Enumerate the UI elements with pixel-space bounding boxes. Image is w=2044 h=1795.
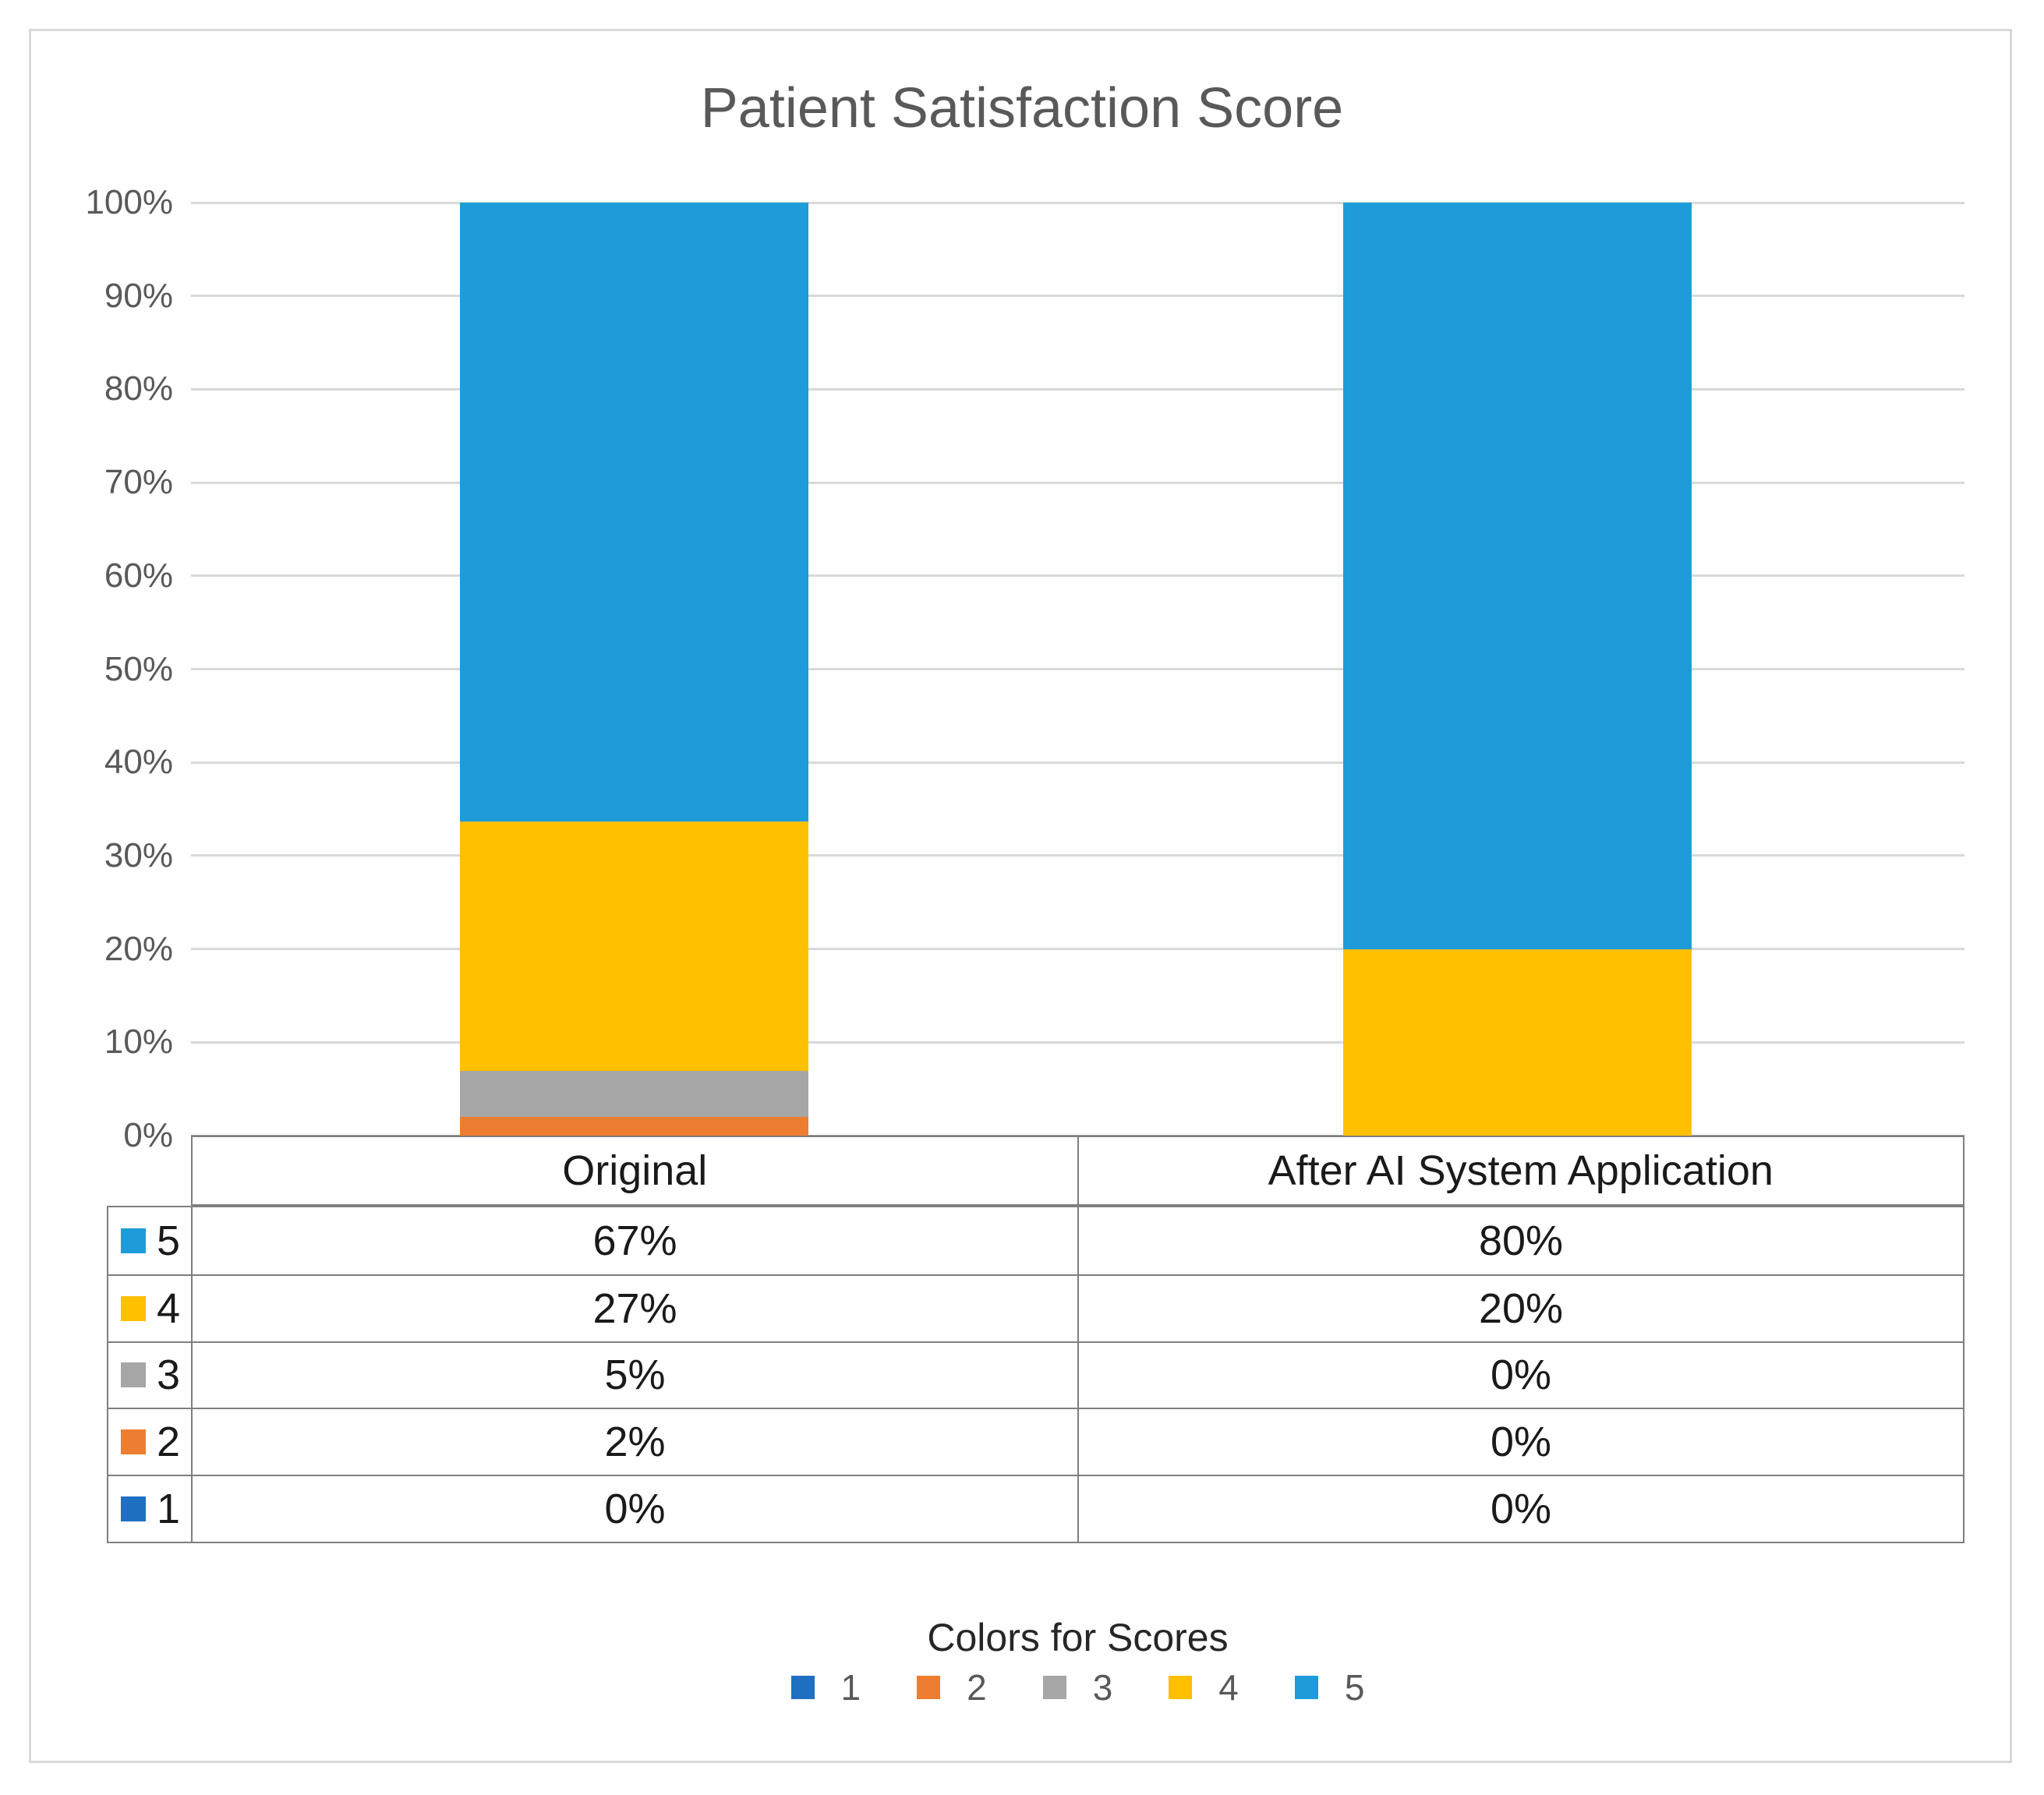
y-axis-tick-label: 100% [85, 183, 173, 221]
legend-swatch-3 [1042, 1676, 1066, 1699]
chart-title: Patient Satisfaction Score [700, 77, 1344, 140]
y-axis-tick-label: 90% [104, 276, 173, 315]
table-value-score4-original: 27% [191, 1274, 1077, 1341]
bar-segment-score-4 [1343, 949, 1692, 1136]
legend-item-label: 1 [840, 1667, 861, 1708]
y-axis-tick-label: 80% [104, 369, 173, 408]
table-value-score3-after-ai: 0% [1077, 1341, 1963, 1408]
table-header-original: Original [562, 1147, 708, 1194]
legend-key-swatch-1 [121, 1496, 146, 1522]
gridline [191, 668, 1964, 670]
table-value-score5-original: 67% [191, 1207, 1077, 1274]
gridline [191, 761, 1964, 764]
legend-key-swatch-4 [121, 1295, 146, 1321]
y-axis-tick-label: 40% [104, 743, 173, 782]
gridline [191, 1041, 1964, 1044]
legend-swatch-4 [1169, 1676, 1193, 1699]
legend-item-4: 4 [1169, 1666, 1239, 1708]
legend-key-swatch-5 [121, 1228, 146, 1253]
y-axis-tick-label: 60% [104, 556, 173, 595]
table-legend-key-4: 4 [108, 1274, 191, 1341]
legend-item-1: 1 [790, 1666, 861, 1708]
y-axis-tick-label: 50% [104, 649, 173, 688]
legend-item-3: 3 [1042, 1666, 1113, 1708]
bar-segment-score-5 [460, 203, 808, 822]
figure-border [29, 29, 2012, 1763]
legend-swatch-5 [1294, 1676, 1318, 1699]
table-value-score2-original: 2% [191, 1408, 1077, 1475]
y-axis-tick-label: 20% [104, 929, 173, 968]
table-value-score1-original: 0% [191, 1475, 1077, 1542]
table-legend-key-1: 1 [108, 1475, 191, 1542]
table-header-after-ai: After AI System Application [1077, 1137, 1964, 1204]
legend-item-label: 4 [1218, 1667, 1239, 1708]
y-axis-tick-label: 30% [104, 836, 173, 875]
legend-item-5: 5 [1294, 1666, 1365, 1708]
y-axis-tick-label: 10% [104, 1023, 173, 1062]
legend-swatch-1 [790, 1676, 815, 1699]
bar-segment-score-4 [460, 822, 808, 1072]
gridline [191, 948, 1964, 951]
legend-item-label: 3 [1092, 1667, 1113, 1708]
plot-area [191, 201, 1964, 1137]
legend-title: Colors for Scores [927, 1616, 1229, 1659]
bar-after-ai [1343, 203, 1692, 1136]
table-value-score5-after-ai: 80% [1077, 1207, 1963, 1274]
legend-item-2: 2 [917, 1666, 987, 1708]
table-legend-key-5: 5 [108, 1207, 191, 1274]
legend-key-label: 5 [157, 1217, 181, 1264]
table-legend-key-2: 2 [108, 1408, 191, 1475]
legend-key-swatch-3 [121, 1362, 146, 1388]
table-value-score4-after-ai: 20% [1077, 1274, 1963, 1341]
legend-key-swatch-2 [121, 1429, 146, 1455]
table-value-score1-after-ai: 0% [1077, 1475, 1963, 1542]
y-axis-tick-label: 70% [104, 463, 173, 502]
gridline [191, 574, 1964, 578]
bar-segment-score-2 [460, 1117, 808, 1136]
data-table-header: Original After AI System Application [191, 1136, 1964, 1206]
y-axis-tick-label: 0% [123, 1116, 173, 1154]
legend-key-label: 1 [157, 1486, 181, 1533]
legend-swatch-2 [917, 1676, 941, 1699]
table-value-score3-original: 5% [191, 1341, 1077, 1408]
bar-segment-score-3 [460, 1071, 808, 1118]
data-table-body: 5 67% 80% 4 27% 20% 3 5% 0% 2 2% 0% 1 0% 0% [107, 1206, 1964, 1543]
gridline [191, 481, 1964, 484]
legend-key-label: 4 [157, 1284, 181, 1332]
legend-key-label: 2 [157, 1419, 181, 1466]
gridline [191, 295, 1964, 298]
table-legend-key-3: 3 [108, 1341, 191, 1408]
gridline [191, 854, 1964, 857]
legend-key-label: 3 [157, 1352, 181, 1399]
legend-item-label: 5 [1344, 1667, 1365, 1708]
bar-segment-score-5 [1343, 203, 1692, 949]
legend-item-label: 2 [967, 1667, 987, 1708]
gridline [191, 387, 1964, 390]
legend: 1 2 3 4 5 [191, 1667, 1964, 1708]
table-value-score2-after-ai: 0% [1077, 1408, 1963, 1475]
bar-original [460, 203, 808, 1136]
gridline [191, 201, 1964, 204]
